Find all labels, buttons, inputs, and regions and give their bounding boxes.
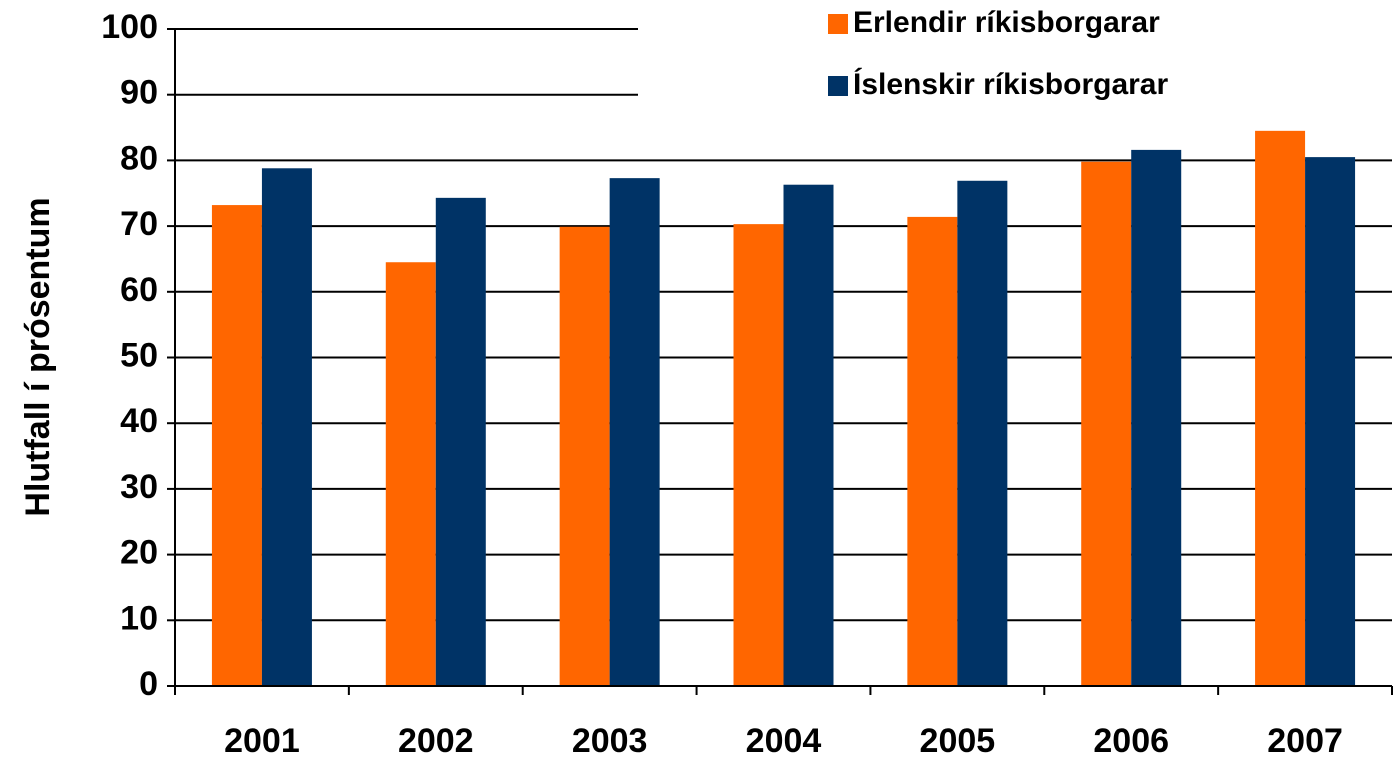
y-tick-label: 90 <box>120 74 158 112</box>
y-tick-label: 60 <box>120 271 158 309</box>
y-tick-label: 10 <box>120 599 158 637</box>
bar <box>1081 161 1132 687</box>
bar <box>385 262 436 686</box>
x-tick-label: 2004 <box>746 722 822 760</box>
x-tick-label: 2007 <box>1267 722 1343 760</box>
legend-background <box>638 0 1399 125</box>
bar <box>1305 157 1356 687</box>
legend-label: Íslenskir ríkisborgarar <box>853 67 1168 101</box>
bar <box>211 205 262 687</box>
bar <box>733 224 784 686</box>
x-tick-label: 2006 <box>1093 722 1169 760</box>
y-axis-label: Hlutfall í prósentum <box>19 197 57 516</box>
bar <box>957 180 1008 686</box>
legend-label: Erlendir ríkisborgarar <box>853 6 1160 39</box>
bar <box>783 184 834 687</box>
y-tick-label: 100 <box>101 8 158 46</box>
legend-swatch <box>828 76 848 96</box>
bar <box>609 178 660 686</box>
y-tick-label: 30 <box>120 468 158 506</box>
y-tick-label: 40 <box>120 402 158 440</box>
x-tick-label: 2002 <box>398 722 474 760</box>
bar <box>1255 130 1306 686</box>
legend: Erlendir ríkisborgarar Íslenskir ríkisbor… <box>638 0 1399 125</box>
bar <box>1131 149 1182 686</box>
bar <box>559 226 610 686</box>
y-tick-label: 70 <box>120 205 158 243</box>
legend-swatch <box>828 14 848 34</box>
y-tick-label: 20 <box>120 534 158 572</box>
y-tick-label: 80 <box>120 139 158 177</box>
x-tick-label: 2003 <box>572 722 648 760</box>
y-tick-label: 50 <box>120 336 158 374</box>
bar <box>907 216 958 687</box>
bar <box>435 197 486 686</box>
bar <box>261 168 312 686</box>
x-tick-label: 2005 <box>920 722 996 760</box>
x-tick-label: 2001 <box>224 722 300 760</box>
y-tick-label: 0 <box>139 665 158 703</box>
